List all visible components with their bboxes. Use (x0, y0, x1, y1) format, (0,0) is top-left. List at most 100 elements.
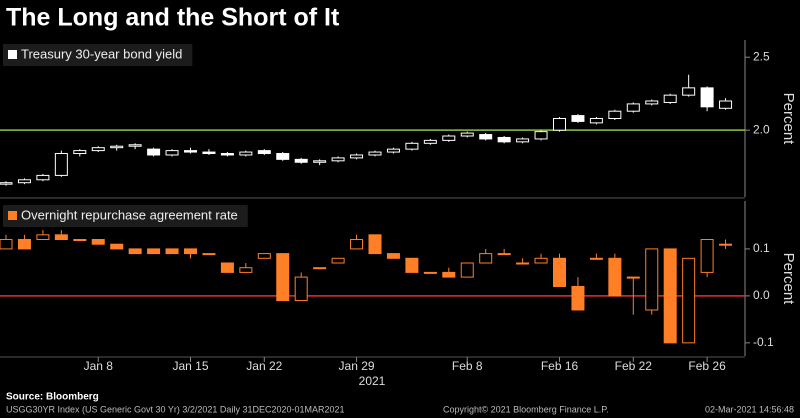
x-tick-label: Jan 8 (84, 359, 114, 373)
y-tick-label: 2.0 (753, 122, 770, 136)
candle-body (128, 144, 142, 147)
x-tick-label: Feb 8 (452, 359, 483, 373)
candle-body (423, 139, 437, 144)
candle-body (257, 150, 271, 155)
candle-body (663, 248, 677, 344)
candle-body (460, 262, 474, 278)
candle-body (220, 153, 234, 156)
candle-body (147, 148, 161, 156)
candle-body (497, 136, 511, 143)
candle-body (54, 234, 68, 241)
legend-swatch (8, 50, 17, 59)
x-tick-label: Jan 22 (246, 359, 282, 373)
candle-body (184, 150, 197, 153)
candle-body (165, 150, 179, 156)
candle-body (700, 87, 714, 108)
candle-body (202, 253, 216, 256)
candle-body (350, 239, 364, 250)
candle-body (682, 257, 696, 344)
candle-body (516, 138, 530, 143)
candle-body (184, 248, 197, 255)
legend-swatch (8, 211, 17, 220)
candle-body (202, 151, 216, 155)
candle-body (719, 100, 733, 109)
candle-body (626, 103, 640, 112)
candle-body (110, 145, 124, 149)
candle-body (534, 131, 548, 140)
candle-body (423, 271, 437, 274)
candle-body (73, 150, 87, 155)
candle-body (405, 257, 419, 273)
y-tick-label: -0.1 (753, 335, 774, 349)
candle-body (553, 118, 566, 131)
candle-body (571, 115, 585, 122)
candle-body (386, 148, 400, 153)
candle-body (220, 262, 234, 273)
candle-body (0, 239, 13, 250)
candle-body (294, 276, 308, 302)
candle-body (331, 257, 345, 264)
source: Source: Bloomberg (6, 392, 99, 403)
candle-body (442, 135, 456, 141)
candle-body (54, 153, 68, 176)
x-tick-label: Feb 22 (615, 359, 653, 373)
candle-body (313, 160, 327, 163)
candle-body (516, 262, 530, 265)
candle-body (313, 267, 327, 270)
candle-body (36, 234, 50, 241)
footer-left: USGG30YR Index (US Generic Govt 30 Yr) 3… (6, 404, 345, 414)
candle-body (497, 253, 511, 256)
candle-body (257, 253, 271, 259)
candle-body (73, 239, 87, 242)
candle-body (368, 151, 382, 156)
candle-body (350, 154, 364, 159)
candle-body (589, 257, 603, 260)
legend-box (3, 205, 248, 227)
candle-body (571, 285, 585, 311)
chart-title: The Long and the Short of It (6, 4, 340, 32)
candle-body (589, 118, 603, 124)
candle-body (36, 174, 50, 181)
x-tick-label: Jan 15 (172, 359, 208, 373)
x-tick-label: Jan 29 (339, 359, 375, 373)
candle-body (626, 276, 640, 279)
candle-body (405, 142, 419, 150)
candle-body (663, 94, 677, 103)
candle-body (110, 243, 124, 250)
y-tick-label: 0.1 (753, 241, 770, 255)
candle-body (645, 248, 659, 311)
candle-body (331, 157, 345, 162)
candle-body (147, 248, 161, 255)
candle-body (91, 147, 105, 152)
candle-body (682, 87, 696, 96)
x-axis-title: 2021 (359, 374, 386, 388)
candle-body (534, 257, 548, 264)
legend-label: Overnight repurchase agreement rate (21, 207, 238, 222)
y-tick-label: 0.0 (753, 288, 770, 302)
candle-body (239, 151, 253, 156)
candle-body (17, 179, 31, 184)
candle-body (386, 253, 400, 259)
candle-body (553, 257, 566, 287)
candle-body (479, 134, 493, 140)
candle-body (276, 153, 290, 160)
candle-body (368, 234, 382, 255)
candle-body (608, 257, 622, 297)
legend-label: Treasury 30-year bond yield (21, 46, 182, 61)
candle-body (719, 243, 733, 246)
candle-body (645, 100, 659, 105)
footer-center: Copyright© 2021 Bloomberg Finance L.P. (443, 404, 609, 414)
y-axis-title: Percent (780, 93, 797, 146)
y-tick-label: 2.5 (753, 49, 770, 63)
candle-body (239, 267, 253, 273)
candle-body (700, 239, 714, 273)
y-axis-title: Percent (780, 253, 797, 306)
candle-body (294, 158, 308, 163)
candle-body (608, 110, 622, 119)
candle-body (17, 239, 31, 250)
candle-body (442, 271, 456, 278)
candle-body (460, 132, 474, 137)
candle-body (276, 253, 290, 302)
footer-right: 02-Mar-2021 14:56:48 (705, 404, 794, 414)
